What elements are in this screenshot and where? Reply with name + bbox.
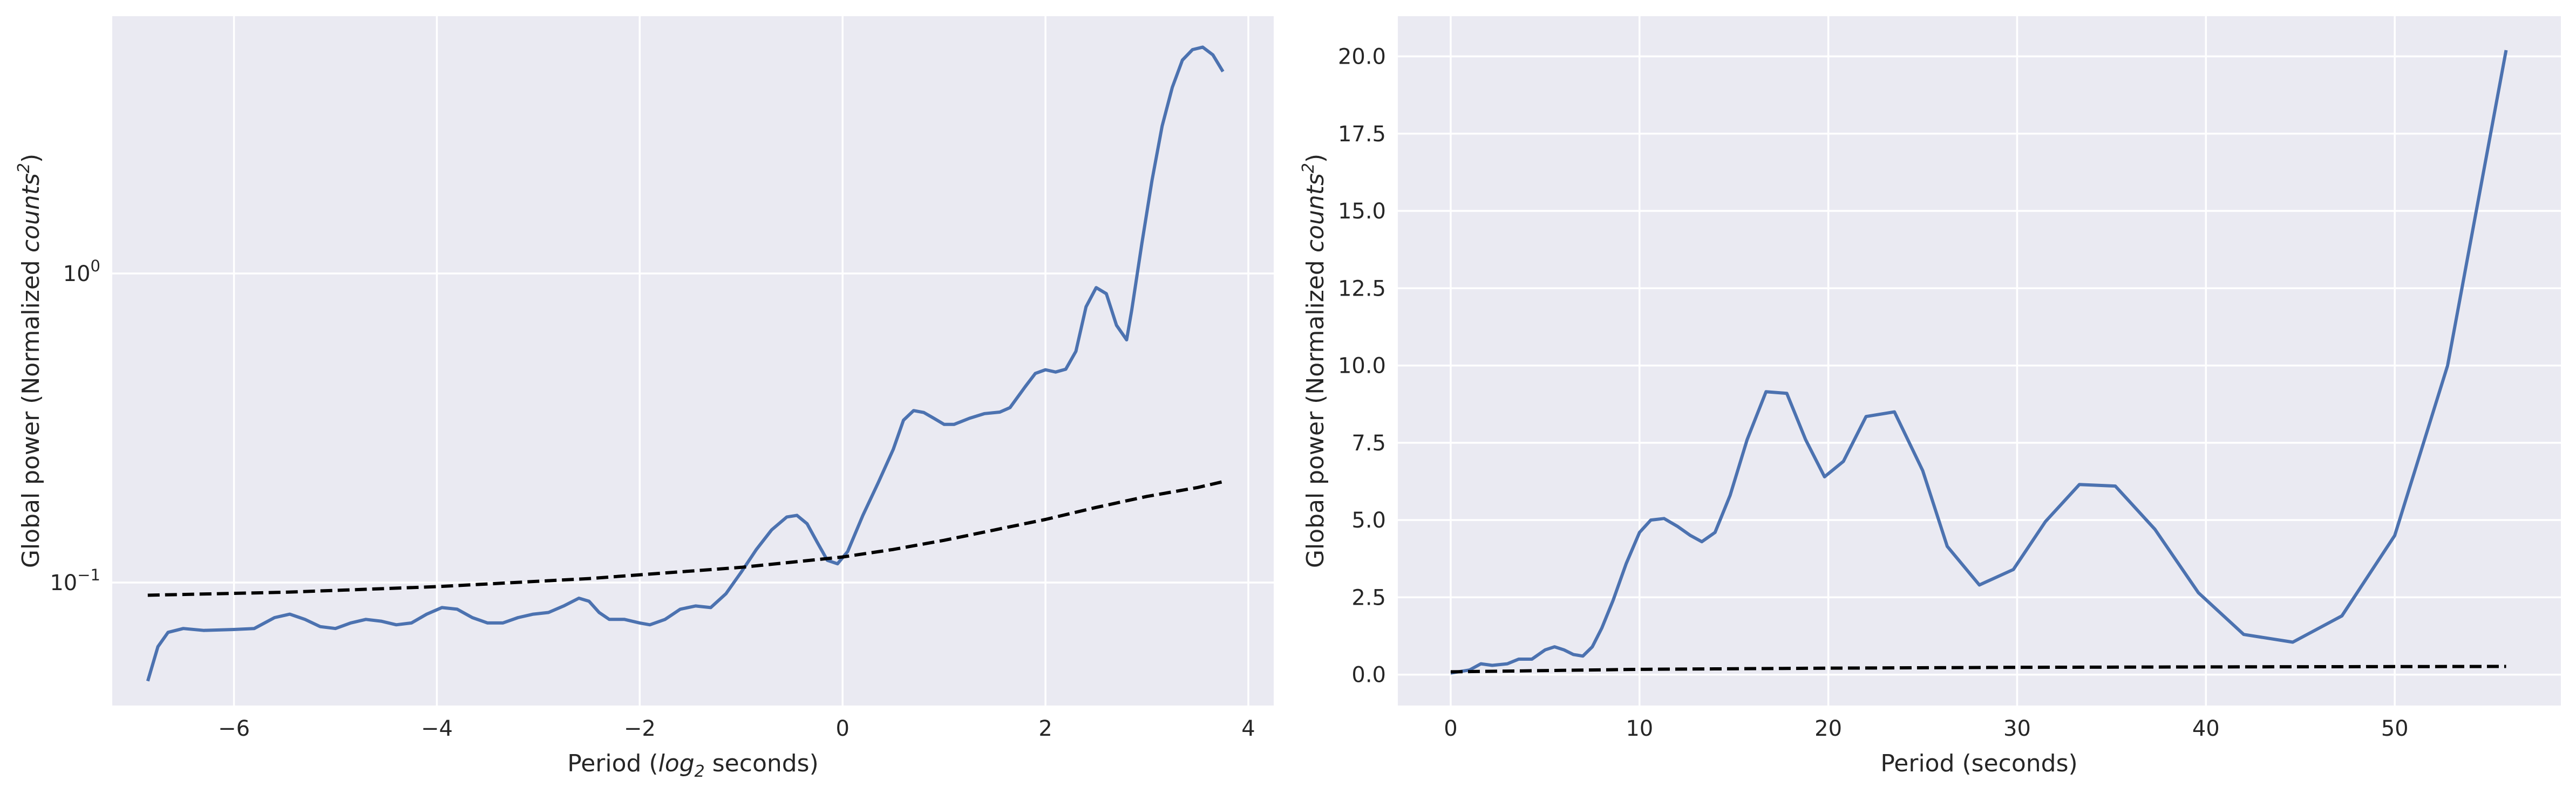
series-group-right — [1450, 50, 2508, 675]
y-axis-label-left-part4: ) — [17, 154, 45, 163]
plot-area-left — [112, 16, 1274, 706]
y-axis-label-left-part3: 2 — [15, 163, 33, 173]
y-axis-label-right-part1: Global power (Normalized — [1302, 252, 1329, 568]
y-tick-label: 20.0 — [1338, 45, 1386, 70]
series-group-left — [146, 45, 1225, 682]
significance-dashed-line — [147, 480, 1224, 597]
x-axis-label-left-part3: 2 — [695, 762, 705, 781]
y-tick-label: 10−1 — [50, 566, 100, 596]
plot-area-right — [1398, 16, 2561, 706]
y-axis-label-right-part2: counts — [1302, 173, 1329, 252]
y-axis-label-right: Global power (Normalized counts2) — [1299, 154, 1329, 568]
global-power-line — [1450, 50, 2508, 675]
x-tick-label: 10 — [1626, 716, 1653, 741]
y-tick-label: 10.0 — [1338, 354, 1386, 379]
x-tick-label: 0 — [1444, 716, 1457, 741]
x-tick-label: −4 — [421, 716, 453, 741]
x-tick-label: 30 — [2003, 716, 2031, 741]
y-tick-label: 7.5 — [1351, 431, 1386, 456]
x-axis-label-left: Period (log2 seconds) — [567, 750, 819, 781]
x-tick-label: 0 — [835, 716, 849, 741]
y-tick-label: 2.5 — [1351, 585, 1386, 610]
y-tick-label: 100 — [63, 257, 100, 286]
tick-labels-right: 0 10 20 30 40 50 0.0 2.5 5.0 7.5 10.0 12.5 15.0 17.5 2… — [1338, 45, 2409, 741]
x-axis-label-right: Period (seconds) — [1880, 750, 2077, 777]
y-tick-label: 12.5 — [1338, 276, 1386, 301]
chart-right: 0 10 20 30 40 50 0.0 2.5 5.0 7.5 10.0 12.5 15.0 17.5 2… — [1299, 16, 2561, 777]
x-tick-label: 4 — [1241, 716, 1255, 741]
y-tick-label: 5.0 — [1351, 508, 1386, 533]
tick-labels-left: −6 −4 −2 0 2 4 100 10−1 — [50, 257, 1255, 741]
y-axis-label-left-part1: Global power (Normalized — [17, 252, 45, 568]
x-tick-label: 50 — [2381, 716, 2409, 741]
y-axis-label-right-part4: ) — [1302, 154, 1329, 163]
x-tick-label: −6 — [218, 716, 250, 741]
grid-right — [1398, 16, 2561, 706]
y-tick-label: 15.0 — [1338, 199, 1386, 224]
y-axis-label-right-part3: 2 — [1299, 163, 1318, 173]
y-axis-label-left: Global power (Normalized counts2) — [15, 154, 45, 568]
y-axis-label-left-part2: counts — [17, 173, 45, 252]
x-tick-label: −2 — [624, 716, 656, 741]
y-tick-label: 17.5 — [1338, 122, 1386, 147]
x-axis-label-left-part1: Period ( — [567, 750, 658, 777]
x-tick-label: 40 — [2192, 716, 2220, 741]
x-axis-label-left-part2: log — [658, 750, 695, 777]
x-tick-label: 2 — [1038, 716, 1052, 741]
y-tick-label: 0.0 — [1351, 663, 1386, 688]
x-axis-label-left-part4: seconds) — [705, 750, 819, 777]
global-power-line — [146, 45, 1225, 682]
x-tick-label: 20 — [1814, 716, 1842, 741]
significance-dashed-line — [1450, 665, 2506, 674]
grid-left — [112, 16, 1274, 706]
